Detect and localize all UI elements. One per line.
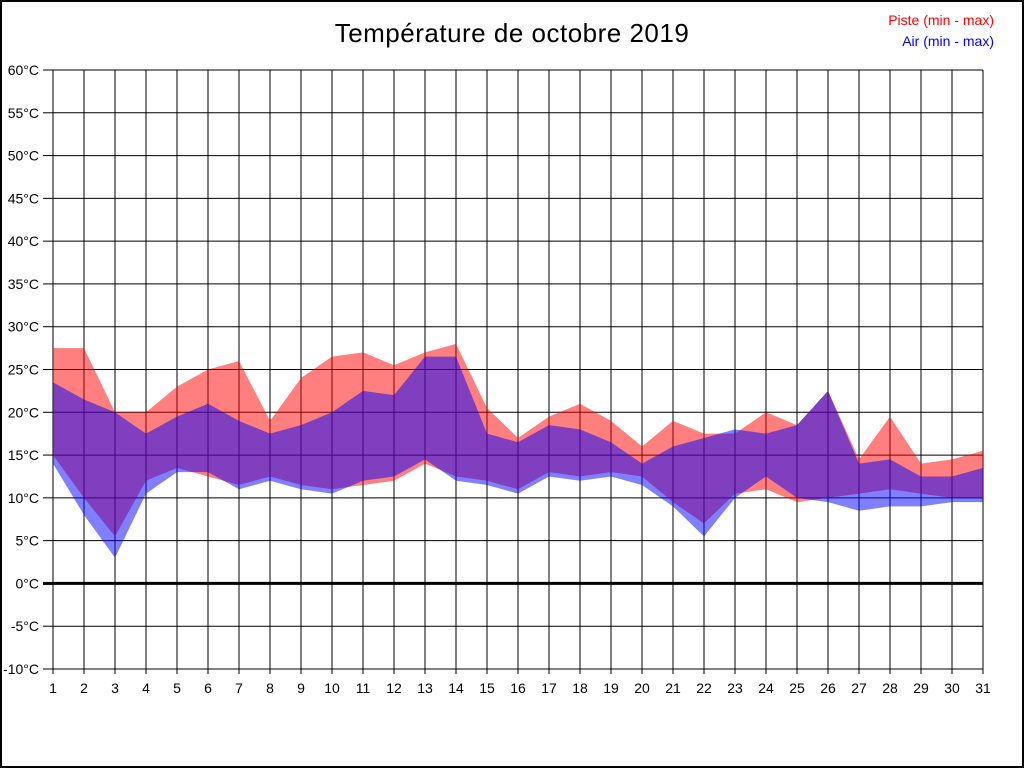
piste-band — [53, 343, 983, 537]
y-tick-label: 40°C — [8, 233, 39, 249]
x-tick-label: 11 — [356, 680, 371, 696]
legend: Piste (min - max) Air (min - max) — [888, 10, 994, 52]
x-tick-label: 16 — [510, 680, 526, 696]
y-tick-label: 5°C — [16, 533, 40, 549]
x-tick-label: 8 — [266, 680, 274, 696]
y-tick-label: -10°C — [3, 661, 39, 677]
x-tick-label: 12 — [386, 680, 402, 696]
x-tick-label: 29 — [913, 680, 929, 696]
chart-title: Température de octobre 2019 — [334, 18, 690, 48]
x-tick-label: 9 — [297, 680, 305, 696]
y-tick-label: 25°C — [8, 362, 39, 378]
y-tick-label: 20°C — [8, 404, 39, 420]
x-tick-label: 2 — [80, 680, 88, 696]
legend-item-piste: Piste (min - max) — [888, 12, 994, 28]
x-tick-label: 23 — [727, 680, 743, 696]
x-tick-label: 13 — [417, 680, 433, 696]
y-tick-label: 45°C — [8, 190, 39, 206]
x-tick-label: 30 — [944, 680, 960, 696]
x-tick-label: 15 — [479, 680, 495, 696]
y-tick-label: 15°C — [8, 447, 39, 463]
x-tick-label: 28 — [882, 680, 898, 696]
y-tick-label: 10°C — [8, 490, 39, 506]
y-tick-label: 0°C — [16, 575, 40, 591]
x-tick-label: 3 — [111, 680, 119, 696]
x-tick-label: 26 — [820, 680, 836, 696]
x-tick-label: 25 — [789, 680, 805, 696]
x-tick-label: 10 — [324, 680, 340, 696]
y-tick-label: 60°C — [8, 62, 39, 78]
x-tick-label: 17 — [541, 680, 557, 696]
x-tick-label: 19 — [603, 680, 619, 696]
legend-item-air: Air (min - max) — [902, 33, 994, 49]
x-tick-label: 6 — [204, 680, 212, 696]
x-tick-label: 24 — [758, 680, 774, 696]
x-tick-label: 1 — [49, 680, 57, 696]
x-tick-label: 31 — [975, 680, 991, 696]
y-tick-label: 35°C — [8, 276, 39, 292]
x-tick-label: 20 — [634, 680, 650, 696]
grid — [52, 69, 984, 670]
x-tick-label: 18 — [572, 680, 588, 696]
x-tick-label: 7 — [235, 680, 243, 696]
x-tick-label: 14 — [448, 680, 464, 696]
x-tick-label: 21 — [665, 680, 681, 696]
x-tick-label: 27 — [851, 680, 867, 696]
axis-ticks — [43, 69, 984, 674]
y-tick-label: -5°C — [11, 618, 39, 634]
air-band — [53, 356, 983, 558]
x-tick-label: 5 — [173, 680, 181, 696]
y-tick-label: 55°C — [8, 105, 39, 121]
axis-labels: 60°C55°C50°C45°C40°C35°C30°C25°C20°C15°C… — [3, 62, 991, 696]
x-tick-label: 22 — [696, 680, 712, 696]
y-tick-label: 30°C — [8, 319, 39, 335]
x-tick-label: 4 — [142, 680, 150, 696]
y-tick-label: 50°C — [8, 148, 39, 164]
